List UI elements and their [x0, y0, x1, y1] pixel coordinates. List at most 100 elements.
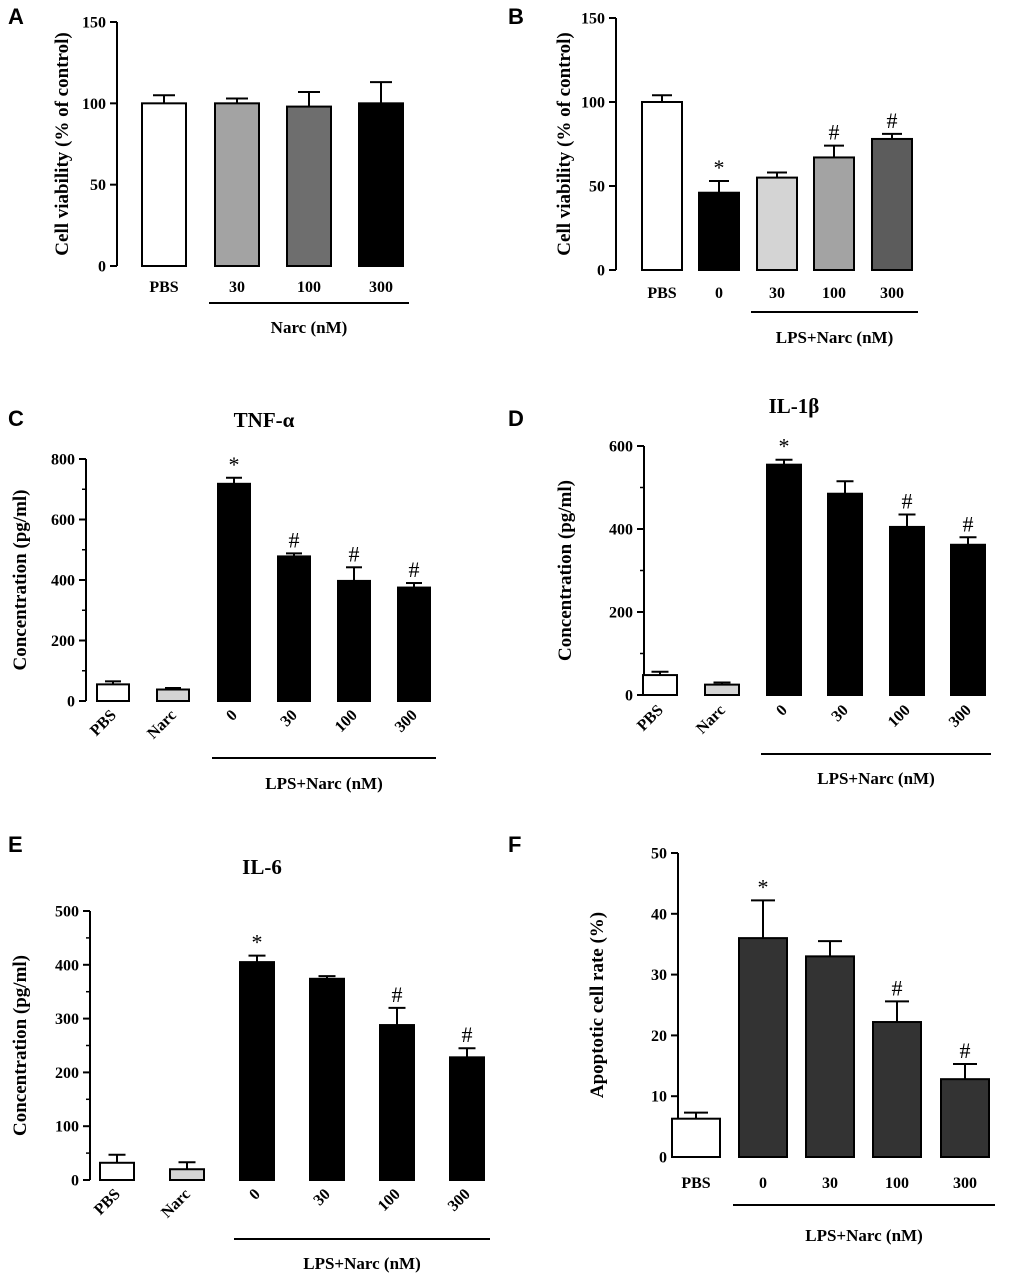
bar — [872, 1021, 922, 1158]
y-tick-label: 400 — [55, 957, 79, 974]
y-tick-label: 20 — [651, 1028, 667, 1045]
significance-marker: # — [887, 108, 898, 133]
y-tick-label: 100 — [55, 1119, 79, 1136]
group-label: Narc (nM) — [271, 318, 348, 337]
bar — [286, 105, 332, 267]
y-axis-label: Apoptotic cell rate (%) — [587, 912, 608, 1098]
category-label: 300 — [369, 279, 393, 296]
chart-title: TNF-α — [234, 408, 295, 432]
chart-panel-d: D IL-1β 0 200 400 600 Concentration (pg/ml) PBS… — [508, 394, 991, 788]
category-label: PBS — [87, 707, 120, 740]
y-axis-label: Concentration (pg/ml) — [555, 480, 576, 661]
significance-marker: # — [392, 982, 403, 1007]
category-label: 100 — [885, 702, 914, 731]
category-label: PBS — [681, 1175, 710, 1192]
bar — [99, 1161, 135, 1182]
panel-label: E — [8, 832, 23, 857]
significance-marker: # — [892, 975, 903, 1000]
bar — [704, 683, 740, 696]
bar — [671, 1117, 721, 1159]
y-tick-label: 200 — [609, 605, 633, 622]
bar — [641, 101, 683, 271]
chart-panel-b: B 0 50 100 150 Cell viability (% of control) P… — [508, 4, 918, 347]
category-label: 30 — [277, 707, 300, 730]
category-label: 0 — [246, 1186, 264, 1204]
y-tick-label: 0 — [98, 259, 106, 276]
significance-marker: * — [779, 434, 790, 459]
group-label: LPS+Narc (nM) — [303, 1254, 421, 1273]
y-tick-label: 40 — [651, 906, 667, 923]
category-label: 0 — [223, 707, 241, 725]
chart-title: IL-1β — [769, 394, 820, 418]
bar — [277, 555, 311, 703]
panel-label: B — [508, 4, 524, 29]
chart-panel-c: C TNF-α 0 200 400 600 800 Concentration (pg/ml)… — [8, 406, 436, 793]
bar — [156, 688, 190, 703]
bar — [756, 176, 798, 272]
category-label: PBS — [91, 1186, 124, 1219]
y-tick-label: 0 — [625, 688, 633, 705]
y-axis-label: Concentration (pg/ml) — [10, 955, 31, 1136]
y-tick-label: 30 — [651, 967, 667, 984]
bar — [169, 1168, 205, 1181]
group-label: LPS+Narc (nM) — [776, 328, 894, 347]
y-tick-label: 400 — [609, 522, 633, 539]
bar — [239, 961, 275, 1181]
bar — [871, 137, 913, 271]
bar — [889, 525, 925, 696]
category-label: 300 — [953, 1175, 977, 1192]
group-label: LPS+Narc (nM) — [817, 769, 935, 788]
y-tick-label: 800 — [51, 452, 75, 469]
y-tick-label: 200 — [55, 1065, 79, 1082]
category-label: 0 — [773, 702, 791, 720]
significance-marker: * — [252, 930, 263, 955]
category-label: 30 — [822, 1175, 838, 1192]
bar — [379, 1024, 415, 1182]
bar — [214, 102, 260, 268]
y-axis-label: Concentration (pg/ml) — [10, 489, 31, 670]
category-label: 30 — [769, 285, 785, 302]
category-label: PBS — [634, 702, 667, 735]
category-label: 30 — [310, 1186, 333, 1209]
category-label: 0 — [759, 1175, 767, 1192]
bar — [309, 977, 345, 1182]
category-label: 300 — [880, 285, 904, 302]
bar — [397, 586, 431, 702]
bar — [141, 102, 187, 268]
significance-marker: # — [289, 527, 300, 552]
y-tick-label: 10 — [651, 1089, 667, 1106]
bar — [827, 492, 863, 696]
y-tick-label: 500 — [55, 904, 79, 921]
significance-marker: # — [960, 1038, 971, 1063]
category-label: 100 — [297, 279, 321, 296]
chart-title: IL-6 — [242, 855, 282, 879]
bar — [698, 191, 740, 271]
y-tick-label: 0 — [659, 1150, 667, 1167]
category-label: Narc — [693, 702, 729, 738]
category-label: PBS — [149, 279, 178, 296]
significance-marker: * — [714, 155, 725, 180]
y-tick-label: 600 — [609, 439, 633, 456]
bar — [337, 579, 371, 702]
bar — [805, 955, 855, 1158]
bar — [950, 543, 986, 697]
group-label: LPS+Narc (nM) — [265, 774, 383, 793]
bar — [217, 482, 251, 702]
bar — [358, 102, 404, 268]
category-label: 300 — [946, 702, 975, 731]
significance-marker: # — [462, 1022, 473, 1047]
y-tick-label: 100 — [82, 96, 106, 113]
category-label: Narc — [158, 1186, 194, 1222]
category-label: 30 — [229, 279, 245, 296]
y-axis-label: Cell viability (% of control) — [554, 32, 575, 255]
bar — [766, 463, 802, 696]
panel-label: C — [8, 406, 24, 431]
y-tick-label: 200 — [51, 633, 75, 650]
category-label: 100 — [375, 1186, 404, 1215]
y-tick-label: 0 — [597, 263, 605, 280]
category-label: 0 — [715, 285, 723, 302]
y-tick-label: 150 — [82, 15, 106, 32]
category-label: 300 — [392, 707, 421, 736]
category-label: 100 — [822, 285, 846, 302]
y-axis-label: Cell viability (% of control) — [52, 32, 73, 255]
